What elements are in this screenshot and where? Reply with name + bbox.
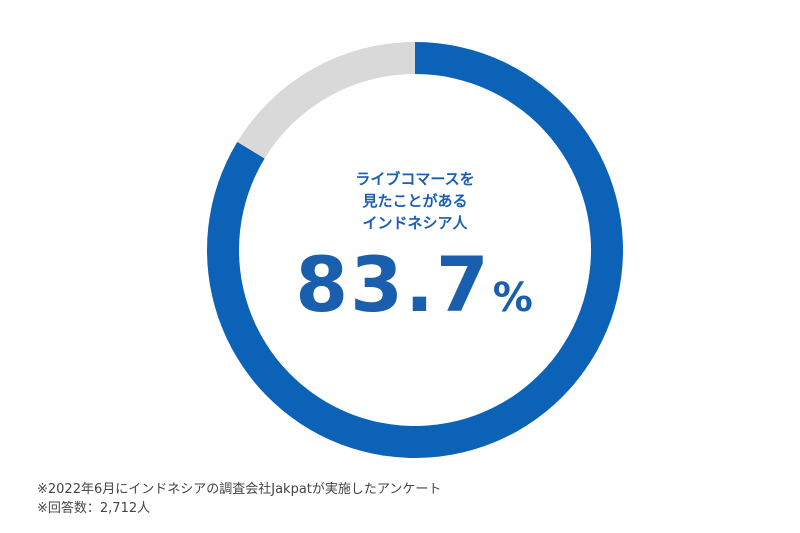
center-label-line-1: ライブコマースを bbox=[355, 170, 475, 188]
footnote-respondents: ※回答数：2,712人 bbox=[37, 501, 151, 516]
center-label: ライブコマースを 見たことがある インドネシア人 bbox=[215, 168, 615, 234]
footnote-survey: ※2022年6月にインドネシアの調査会社Jakpatが実施したアンケート bbox=[37, 482, 442, 497]
center-label-line-3: インドネシア人 bbox=[362, 214, 468, 232]
footnotes: ※2022年6月にインドネシアの調査会社Jakpatが実施したアンケート ※回答… bbox=[37, 480, 557, 518]
center-value-number: 83.7 bbox=[295, 240, 491, 329]
center-label-line-2: 見たことがある bbox=[362, 192, 468, 210]
donut-slice-2 bbox=[237, 42, 415, 159]
center-value: 83.7% bbox=[215, 240, 615, 329]
center-value-unit: % bbox=[492, 275, 535, 321]
